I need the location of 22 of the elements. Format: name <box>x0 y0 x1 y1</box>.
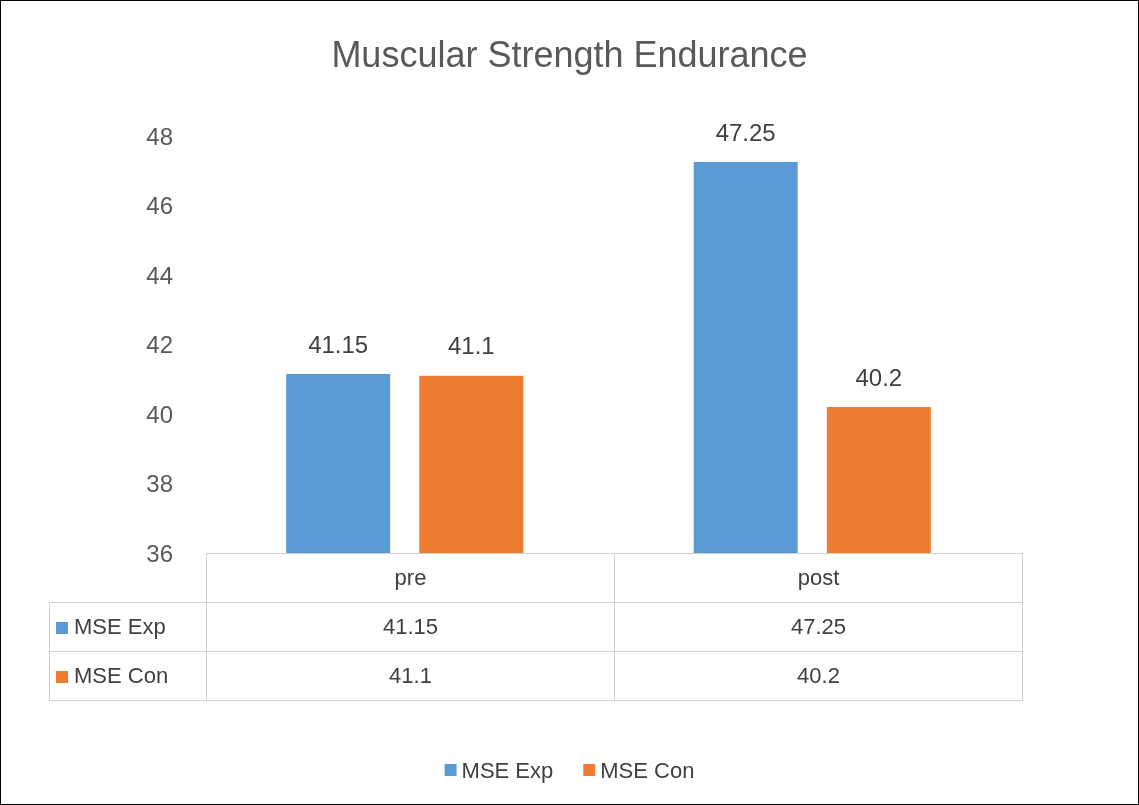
y-tick-label: 36 <box>146 539 173 567</box>
text: MSE Con <box>74 663 169 688</box>
y-tick-label: 46 <box>146 192 173 219</box>
x-tick-label: pre <box>206 553 615 603</box>
data-label: 41.15 <box>206 602 615 652</box>
y-tick-label: 42 <box>146 331 173 358</box>
legend-label: MSE Exp <box>49 602 207 652</box>
chart-title: Muscular Strength Endurance <box>331 33 808 75</box>
y-tick-label: 48 <box>146 122 173 150</box>
annotation: 47.25 <box>715 118 776 146</box>
data-label: 41.1 <box>206 651 615 701</box>
data-label: 47.25 <box>614 602 1023 652</box>
y-tick-label: 38 <box>146 470 173 497</box>
y-tick-label: 44 <box>146 261 173 289</box>
annotation: 41.1 <box>447 332 495 360</box>
data-label: 40.2 <box>614 651 1023 701</box>
annotation: 41.15 <box>308 330 369 358</box>
x-tick-label: post <box>614 553 1023 603</box>
y-tick-label: 40 <box>146 400 173 428</box>
annotation: 40.2 <box>855 363 903 391</box>
text: MSE Exp <box>461 757 554 783</box>
legend-label: MSE Con <box>600 757 695 783</box>
